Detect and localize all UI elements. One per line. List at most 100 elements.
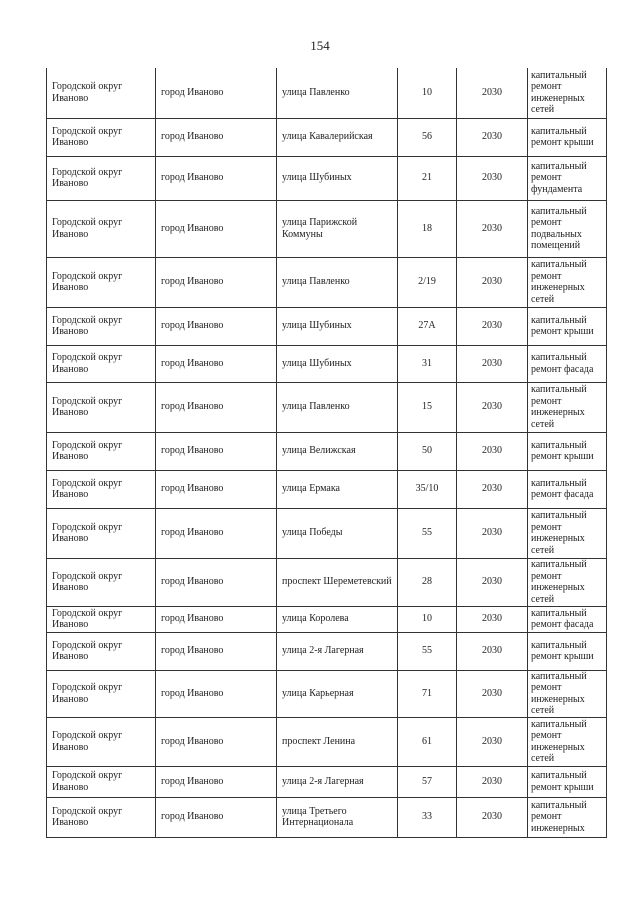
work-type-cell: капитальный ремонт фасада <box>527 469 607 509</box>
table-row: Городской округ Иваново город Иваново улиц… <box>46 381 607 433</box>
city-cell: город Иваново <box>155 716 277 767</box>
street-cell: улица 2-я Лагерная <box>276 765 398 798</box>
year-cell: 2030 <box>456 68 528 119</box>
table-row: Городской округ Иваново город Иваново прос… <box>46 716 607 767</box>
city-cell: город Иваново <box>155 381 277 433</box>
district-cell: Городской округ Иваново <box>46 306 156 346</box>
page-number: 154 <box>310 38 330 53</box>
city-cell: город Иваново <box>155 68 277 119</box>
city-cell: город Иваново <box>155 256 277 308</box>
work-type-cell: капитальный ремонт инженерных <box>527 796 607 838</box>
district-cell: Городской округ Иваново <box>46 507 156 559</box>
work-type-cell: капитальный ремонт крыши <box>527 431 607 471</box>
year-cell: 2030 <box>456 199 528 258</box>
work-type-cell: капитальный ремонт крыши <box>527 765 607 798</box>
year-cell: 2030 <box>456 557 528 607</box>
work-type-cell: капитальный ремонт инженерных сетей <box>527 716 607 767</box>
table-row: Городской округ Иваново город Иваново улиц… <box>46 68 607 119</box>
table-row: Городской округ Иваново город Иваново прос… <box>46 557 607 607</box>
work-type-cell: капитальный ремонт подвальных помещений <box>527 199 607 258</box>
street-cell: улица Победы <box>276 507 398 559</box>
district-cell: Городской округ Иваново <box>46 716 156 767</box>
district-cell: Городской округ Иваново <box>46 381 156 433</box>
work-type-cell: капитальный ремонт инженерных сетей <box>527 669 607 718</box>
house-number-cell: 50 <box>397 431 457 471</box>
table-row: Городской округ Иваново город Иваново улиц… <box>46 765 607 798</box>
table-row: Городской округ Иваново город Иваново улиц… <box>46 155 607 201</box>
district-cell: Городской округ Иваново <box>46 431 156 471</box>
street-cell: улица Парижской Коммуны <box>276 199 398 258</box>
table-row: Городской округ Иваново город Иваново улиц… <box>46 306 607 346</box>
house-number-cell: 28 <box>397 557 457 607</box>
street-cell: улица Королева <box>276 605 398 633</box>
table-row: Городской округ Иваново город Иваново улиц… <box>46 199 607 258</box>
year-cell: 2030 <box>456 306 528 346</box>
street-cell: улица Ермака <box>276 469 398 509</box>
table-row: Городской округ Иваново город Иваново улиц… <box>46 605 607 633</box>
district-cell: Городской округ Иваново <box>46 344 156 383</box>
district-cell: Городской округ Иваново <box>46 765 156 798</box>
city-cell: город Иваново <box>155 469 277 509</box>
year-cell: 2030 <box>456 117 528 157</box>
house-number-cell: 55 <box>397 507 457 559</box>
district-cell: Городской округ Иваново <box>46 469 156 509</box>
house-number-cell: 33 <box>397 796 457 838</box>
house-number-cell: 55 <box>397 631 457 671</box>
district-cell: Городской округ Иваново <box>46 256 156 308</box>
work-type-cell: капитальный ремонт крыши <box>527 117 607 157</box>
city-cell: город Иваново <box>155 431 277 471</box>
city-cell: город Иваново <box>155 306 277 346</box>
table-row: Городской округ Иваново город Иваново улиц… <box>46 344 607 383</box>
street-cell: улица Кавалерийская <box>276 117 398 157</box>
house-number-cell: 10 <box>397 68 457 119</box>
city-cell: город Иваново <box>155 344 277 383</box>
table-row: Городской округ Иваново город Иваново улиц… <box>46 117 607 157</box>
street-cell: улица Шубиных <box>276 344 398 383</box>
house-number-cell: 71 <box>397 669 457 718</box>
work-type-cell: капитальный ремонт инженерных сетей <box>527 256 607 308</box>
street-cell: улица Павленко <box>276 256 398 308</box>
year-cell: 2030 <box>456 631 528 671</box>
year-cell: 2030 <box>456 669 528 718</box>
year-cell: 2030 <box>456 155 528 201</box>
year-cell: 2030 <box>456 256 528 308</box>
city-cell: город Иваново <box>155 155 277 201</box>
work-type-cell: капитальный ремонт фундамента <box>527 155 607 201</box>
street-cell: улица Шубиных <box>276 306 398 346</box>
district-cell: Городской округ Иваново <box>46 68 156 119</box>
city-cell: город Иваново <box>155 631 277 671</box>
work-type-cell: капитальный ремонт инженерных сетей <box>527 68 607 119</box>
table-row: Городской округ Иваново город Иваново улиц… <box>46 507 607 559</box>
work-type-cell: капитальный ремонт инженерных сетей <box>527 507 607 559</box>
house-number-cell: 27А <box>397 306 457 346</box>
house-number-cell: 10 <box>397 605 457 633</box>
city-cell: город Иваново <box>155 669 277 718</box>
table-row: Городской округ Иваново город Иваново улиц… <box>46 431 607 471</box>
district-cell: Городской округ Иваново <box>46 605 156 633</box>
housing-repair-table: Городской округ Иваново город Иваново улиц… <box>46 68 607 838</box>
city-cell: город Иваново <box>155 199 277 258</box>
year-cell: 2030 <box>456 381 528 433</box>
work-type-cell: капитальный ремонт крыши <box>527 631 607 671</box>
street-cell: проспект Шереметевский <box>276 557 398 607</box>
street-cell: улица Карьерная <box>276 669 398 718</box>
city-cell: город Иваново <box>155 796 277 838</box>
house-number-cell: 18 <box>397 199 457 258</box>
city-cell: город Иваново <box>155 605 277 633</box>
street-cell: улица Павленко <box>276 381 398 433</box>
year-cell: 2030 <box>456 431 528 471</box>
table-row: Городской округ Иваново город Иваново улиц… <box>46 469 607 509</box>
year-cell: 2030 <box>456 716 528 767</box>
table-row: Городской округ Иваново город Иваново улиц… <box>46 256 607 308</box>
district-cell: Городской округ Иваново <box>46 117 156 157</box>
house-number-cell: 57 <box>397 765 457 798</box>
year-cell: 2030 <box>456 507 528 559</box>
city-cell: город Иваново <box>155 557 277 607</box>
house-number-cell: 2/19 <box>397 256 457 308</box>
work-type-cell: капитальный ремонт крыши <box>527 306 607 346</box>
street-cell: улица Шубиных <box>276 155 398 201</box>
house-number-cell: 15 <box>397 381 457 433</box>
table-row: Городской округ Иваново город Иваново улиц… <box>46 631 607 671</box>
work-type-cell: капитальный ремонт инженерных сетей <box>527 381 607 433</box>
house-number-cell: 21 <box>397 155 457 201</box>
